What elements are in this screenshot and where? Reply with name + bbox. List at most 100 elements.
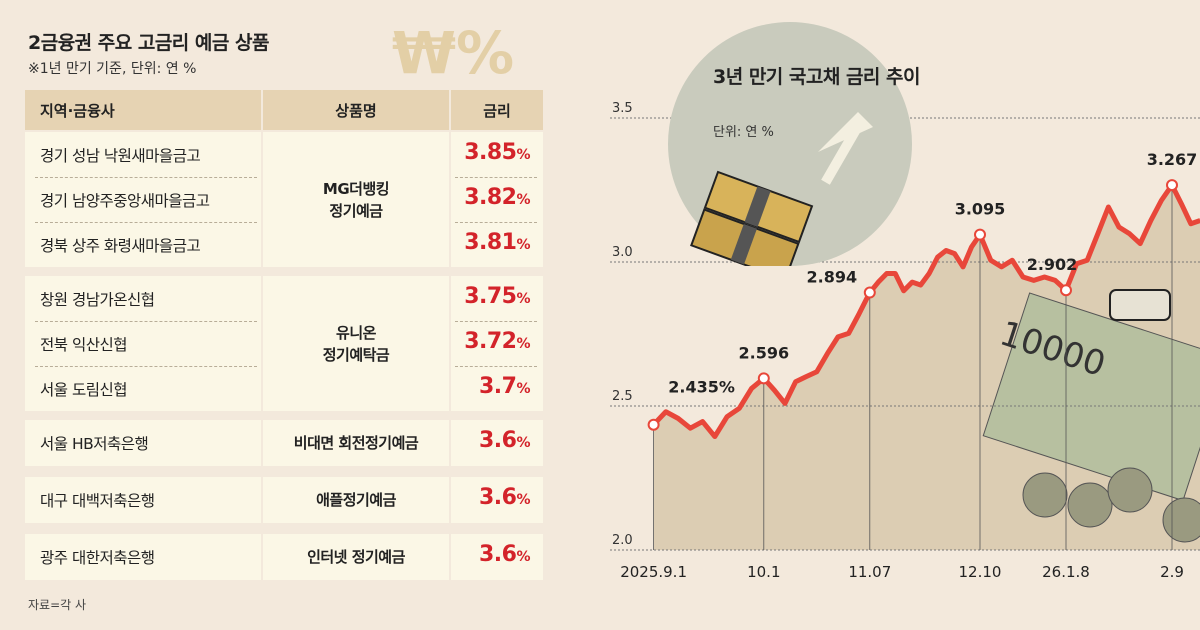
product-name-line: MG더뱅킹: [322, 179, 390, 198]
rate-number: 3.85: [464, 139, 517, 165]
rate-value: 3.7%: [444, 374, 530, 399]
rate-unit: %: [516, 435, 530, 451]
y-tick-label: 3.0: [612, 245, 633, 260]
data-point-marker: [757, 372, 770, 385]
product-name-line: 유니온: [336, 323, 376, 342]
data-point-label: 2.894: [806, 268, 857, 287]
y-tick-label: 3.5: [612, 101, 633, 116]
product-cell: [263, 477, 449, 523]
arrow-shaft: [821, 119, 865, 185]
rate-value: 3.6%: [444, 542, 530, 567]
rate-value: 3.72%: [444, 329, 530, 354]
y-tick-label: 2.0: [612, 533, 633, 548]
rate-unit: %: [516, 492, 530, 508]
data-point-marker: [1166, 179, 1178, 192]
rate-number: 3.7: [478, 373, 517, 399]
product-name: 애플정기예금: [263, 489, 449, 511]
x-tick-label: 10.1: [747, 563, 780, 581]
rate-cell: [451, 132, 543, 267]
money-stack-icon: [690, 112, 873, 281]
rate-unit: %: [516, 335, 530, 352]
data-point-marker: [863, 286, 876, 299]
institution-name: 창원 경남가온신협: [40, 290, 155, 309]
institution-name: 광주 대한저축은행: [40, 549, 155, 567]
cash-bundle-icon: [690, 170, 814, 281]
x-tick-label: 12.10: [959, 563, 1002, 581]
x-tick-label: 2.9: [1160, 563, 1184, 581]
row-divider: [455, 366, 537, 367]
product-name-line: 비대면 회전정기예금: [293, 434, 419, 452]
x-tick-label: 2025.9.1: [620, 563, 687, 581]
product-name-line: 인터넷 정기예금: [307, 548, 405, 566]
data-point-label: 3.267: [1147, 150, 1198, 169]
rate-unit: %: [516, 549, 530, 565]
rate-unit: %: [516, 191, 530, 208]
data-point-label: 2.435%: [668, 378, 735, 397]
row-divider: [455, 177, 537, 178]
rate-cell: [451, 276, 543, 411]
row-divider: [35, 321, 257, 322]
row-divider: [35, 366, 257, 367]
y-tick-label: 2.5: [612, 389, 633, 404]
rate-number: 3.81: [464, 229, 517, 255]
rate-cell: [451, 477, 543, 523]
rate-value: 3.85%: [444, 140, 530, 165]
rate-value: 3.6%: [444, 485, 530, 510]
institution-name: 대구 대백저축은행: [40, 492, 155, 510]
product-cell: [263, 276, 449, 411]
product-cell: [263, 132, 449, 267]
rate-cell: [451, 420, 543, 466]
data-point-marker: [974, 228, 986, 241]
data-point-marker: [647, 418, 660, 431]
rate-value: 3.6%: [444, 428, 530, 453]
rate-number: 3.72: [464, 328, 517, 354]
rate-number: 3.6: [478, 428, 517, 453]
institution-cell: [25, 132, 261, 267]
rate-value: 3.82%: [444, 185, 530, 210]
data-point-label: 2.596: [738, 343, 789, 362]
product-name: 비대면 회전정기예금: [263, 432, 449, 454]
institution-name: 서울 HB저축은행: [40, 435, 149, 453]
car-icon: [1109, 289, 1171, 321]
rate-number: 3.6: [478, 485, 517, 510]
rate-number: 3.6: [478, 542, 517, 567]
header-product: 상품명: [263, 90, 449, 130]
rate-value: 3.81%: [444, 230, 530, 255]
rate-unit: %: [516, 146, 530, 163]
row-divider: [455, 321, 537, 322]
rate-cell: [451, 534, 543, 580]
row-divider: [35, 177, 257, 178]
data-point-label: 3.095: [955, 200, 1006, 219]
row-divider: [35, 222, 257, 223]
header-rate: 금리: [451, 90, 543, 130]
won-percent-symbol-decoration: ₩%: [392, 19, 515, 87]
table-title: 2금융권 주요 고금리 예금 상품: [28, 32, 269, 54]
product-cell: [263, 420, 449, 466]
chart-title-badge: [668, 22, 912, 281]
x-tick-label: 11.07: [848, 563, 891, 581]
institution-name: 경북 상주 화령새마을금고: [40, 236, 201, 255]
institution-name: 전북 익산신협: [40, 335, 128, 354]
rate-value: 3.75%: [444, 284, 530, 309]
institution-name: 서울 도림신협: [40, 380, 128, 399]
rate-number: 3.75: [464, 283, 517, 309]
data-point-label: 2.902: [1027, 255, 1078, 274]
rate-unit: %: [516, 290, 530, 307]
institution-cell: [25, 477, 261, 523]
source-note: 자료=각 사: [28, 598, 87, 612]
banknote-icon: [982, 292, 1200, 502]
chart-title: 3년 만기 국고채 금리 추이: [713, 66, 920, 88]
institution-name: 경기 성남 낙원새마을금고: [40, 146, 201, 165]
product-name-line: 정기예탁금: [322, 345, 390, 364]
chart-unit: 단위: 연 %: [713, 125, 774, 140]
institution-cell: [25, 534, 261, 580]
product-name-line: 애플정기예금: [316, 491, 396, 509]
institution-cell: [25, 420, 261, 466]
institution-cell: [25, 276, 261, 411]
header-institution: 지역·금융사: [25, 90, 261, 130]
rate-number: 3.82: [464, 184, 517, 210]
product-name: MG더뱅킹 정기예금: [263, 178, 449, 222]
row-divider: [455, 222, 537, 223]
coin-icon: [1067, 482, 1113, 528]
